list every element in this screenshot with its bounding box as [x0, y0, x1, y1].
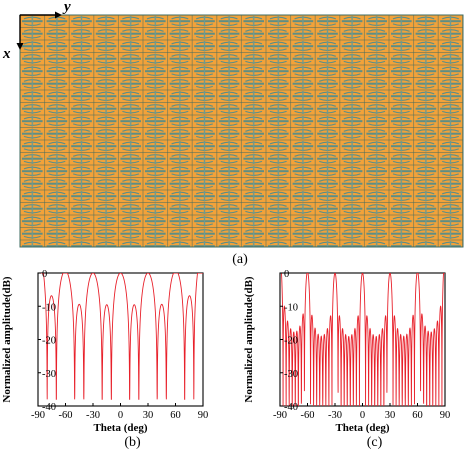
chart-c: -90 -60 -30 0 30 60 90 0 -10 -20 -30 -40 Theta (deg)…	[243, 269, 450, 450]
axis-y-arrowhead	[55, 11, 62, 19]
chart-b: -90 -60 -30 0 30 60 90 0 -10 -20 -30 -40 Theta (deg)…	[1, 269, 208, 450]
y-tick-label: -20	[284, 336, 298, 347]
x-tick-label: 90	[198, 410, 209, 421]
caption-a: (a)	[232, 252, 248, 267]
x-tick-label: 30	[385, 410, 396, 421]
x-tick-label: -90	[273, 410, 287, 421]
y-tick-label: -40	[42, 402, 56, 413]
x-tick-label: -60	[59, 410, 73, 421]
y-tick-label: -30	[284, 369, 298, 380]
x-tick-label: 60	[170, 410, 181, 421]
x-tick-label: 30	[143, 410, 154, 421]
panel-caption: (c)	[367, 435, 383, 450]
y-tick-label: -10	[284, 302, 298, 313]
array-image	[19, 14, 464, 248]
axis-x-label: x	[2, 46, 11, 62]
y-tick-label: -10	[42, 302, 56, 313]
y-axis-label: Normalized amplitude(dB)	[1, 276, 13, 403]
y-tick-label: -20	[42, 336, 56, 347]
x-tick-label: 60	[412, 410, 423, 421]
x-tick-label: 0	[360, 410, 365, 421]
series-line	[38, 273, 203, 400]
x-tick-label: 0	[118, 410, 123, 421]
plot-frame	[37, 272, 204, 407]
y-tick-label: 0	[284, 269, 289, 280]
axis-y-label: y	[62, 0, 71, 15]
x-tick-label: -30	[328, 410, 342, 421]
y-tick-label: -40	[284, 402, 298, 413]
x-tick-label: 90	[440, 410, 451, 421]
y-tick-label: -30	[42, 369, 56, 380]
array-panel: y x (a)	[2, 0, 464, 267]
y-tick-label: 0	[42, 269, 47, 280]
y-axis-label: Normalized amplitude(dB)	[243, 276, 255, 403]
x-tick-label: -30	[86, 410, 100, 421]
x-axis-label: Theta (deg)	[335, 422, 389, 434]
axis-x-arrowhead	[16, 43, 24, 50]
x-axis-label: Theta (deg)	[93, 422, 147, 434]
x-tick-label: -60	[301, 410, 315, 421]
panel-caption: (b)	[124, 435, 141, 450]
series-line	[280, 273, 445, 406]
x-tick-label: -90	[31, 410, 45, 421]
